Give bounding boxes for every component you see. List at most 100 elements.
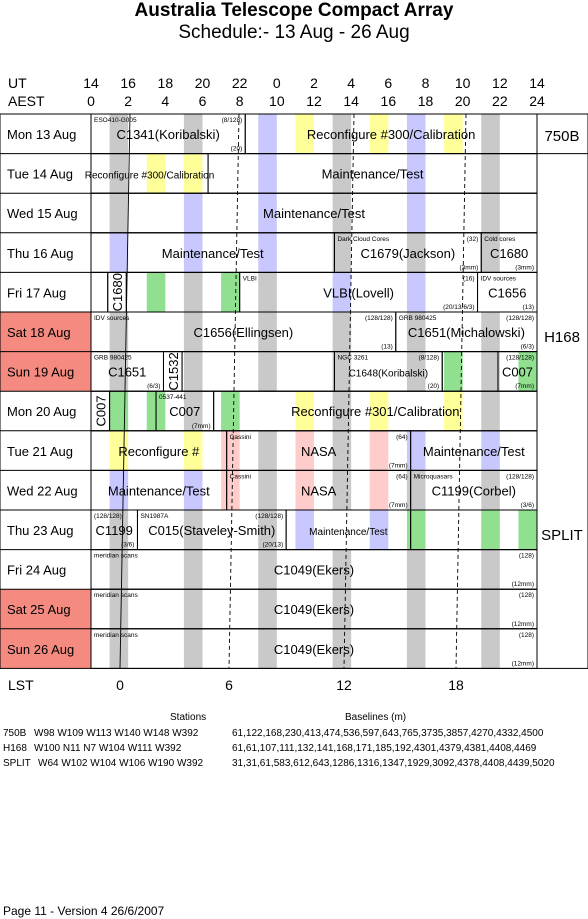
time-stripe [183, 589, 203, 629]
time-stripe [444, 391, 463, 431]
day-label: Fri 24 Aug [7, 563, 66, 578]
time-stripe [183, 430, 203, 471]
block-title: C007 [169, 404, 200, 419]
block-source: GRB 980425 [399, 315, 437, 322]
block-title: Maintenance/Test [162, 246, 264, 261]
schedule-block[interactable] [410, 509, 538, 551]
aest-hour-tick: 8 [235, 93, 244, 109]
block-title: C1049(Ekers) [274, 602, 354, 617]
time-stripe [258, 589, 277, 629]
day-label: Tue 14 Aug [7, 167, 73, 182]
ut-hour-tick: 14 [529, 75, 545, 91]
time-stripe [258, 153, 277, 194]
block-correlator: (128/128) [506, 473, 534, 480]
block-source: meridian scans [94, 592, 138, 599]
schedule-block[interactable]: C1679(Jackson) Dark Cloud Cores (32) (3mm) [333, 232, 482, 273]
block-band: (13) [522, 304, 534, 311]
block-correlator: (32) [467, 236, 479, 243]
schedule-block[interactable]: C1680 [107, 271, 127, 313]
schedule-block[interactable]: C007 (128/128) (7mm) [497, 351, 538, 392]
block-band: (12mm) [512, 621, 534, 628]
block-border [90, 271, 109, 313]
schedule-block[interactable]: Maintenance/Test [410, 430, 538, 471]
time-stripe [481, 589, 500, 629]
block-title: Reconfigure #301/Calibration [291, 404, 459, 419]
time-stripe [109, 312, 129, 352]
schedule-block[interactable]: C015(Staveley-Smith) SN1987A (128/128) (20/… [136, 509, 287, 551]
block-source: IDV sources [481, 275, 517, 282]
block-band: (3mm) [459, 264, 478, 271]
day-label: Mon 20 Aug [7, 404, 76, 419]
day-row: Thu 16 Aug [7, 232, 500, 273]
block-band: (3/6) [121, 542, 134, 549]
schedule-block[interactable]: C1049(Ekers) meridian scans (128) (12mm) [90, 588, 538, 630]
block-source: NGC 3261 [337, 355, 368, 362]
aest-hour-tick: 4 [161, 93, 170, 109]
time-stripe [221, 391, 240, 431]
station-config: 750B [3, 728, 27, 739]
block-title: C1679(Jackson) [361, 246, 456, 261]
time-stripe [332, 589, 352, 629]
schedule-block[interactable]: C1656 IDV sources (13) [477, 271, 538, 313]
block-source: GRB 980425 [94, 355, 132, 362]
ut-hour-tick: 12 [492, 75, 508, 91]
time-stripe [295, 430, 314, 471]
ut-hour-tick: 16 [120, 75, 136, 91]
time-stripe [258, 193, 277, 233]
time-stripe [258, 430, 277, 471]
schedule-block[interactable]: C007 [90, 390, 111, 432]
schedule-block[interactable] [90, 271, 109, 313]
time-stripe [146, 153, 166, 194]
block-title: C1651(Michalowski) [408, 325, 525, 340]
aest-hour-tick: 12 [306, 93, 322, 109]
schedule-grid: Mon 13 Aug Tue 14 Aug Wed 15 Aug Thu 16 Aug… [0, 113, 588, 669]
time-stripe [332, 470, 352, 510]
block-source: (128/128) [94, 513, 122, 520]
block-title: Reconfigure #300/Calibration [307, 127, 475, 142]
lst-tick: 12 [336, 677, 352, 693]
time-stripe [183, 470, 203, 510]
time-stripe [258, 351, 277, 392]
schedule-block[interactable]: C1199(Corbel) Microquasars (128/128) (3/6) [410, 469, 538, 511]
time-stripe [332, 272, 352, 312]
time-stripe [109, 549, 129, 590]
block-title: C1680 [110, 273, 125, 311]
time-stripe [369, 470, 389, 510]
ut-hour-tick: 2 [310, 75, 318, 91]
aest-hour-tick: 16 [380, 93, 397, 109]
ut-hour-tick: 14 [83, 75, 99, 91]
schedule-block[interactable]: C1532 [162, 351, 183, 392]
time-stripe [369, 510, 389, 550]
aest-hour-tick: 10 [269, 93, 285, 109]
config-label: 750B [544, 128, 579, 145]
block-correlator: (128/128) [506, 315, 534, 322]
weekend-highlight [0, 589, 91, 629]
block-title: VLBI(Lovell) [323, 285, 394, 300]
block-title: Maintenance/Test [322, 167, 424, 182]
schedule-block[interactable]: C1049(Ekers) meridian scans (128) (12mm) [90, 549, 538, 590]
page-subtitle: Schedule:- 13 Aug - 26 Aug [178, 22, 410, 43]
time-stripe [295, 510, 314, 550]
time-stripe [258, 272, 277, 312]
time-stripe [481, 470, 500, 510]
time-stripe [481, 391, 500, 431]
block-title: C1656 [488, 285, 526, 300]
time-stripe [295, 391, 314, 431]
time-stripe [406, 114, 426, 154]
block-band: (7mm) [515, 383, 534, 390]
ut-hour-tick: 20 [194, 75, 211, 91]
schedule-block[interactable]: Maintenance/Test [90, 192, 538, 234]
day-row: Sat 18 Aug [0, 312, 500, 352]
time-stripe [183, 114, 203, 154]
block-source: Cold cores [484, 236, 516, 243]
lst-line [228, 113, 240, 669]
time-stripe [221, 430, 240, 471]
aest-hour-tick: 0 [87, 93, 95, 109]
time-stripe [406, 232, 426, 273]
time-stripe [109, 589, 129, 629]
block-band: (20/13/6/3) [443, 304, 474, 311]
block-correlator: (128/128) [365, 315, 393, 322]
block-source: Dark Cloud Cores [337, 236, 389, 243]
schedule-block[interactable]: C1049(Ekers) meridian scans (128) (12mm) [90, 628, 538, 669]
time-stripe [444, 114, 463, 154]
